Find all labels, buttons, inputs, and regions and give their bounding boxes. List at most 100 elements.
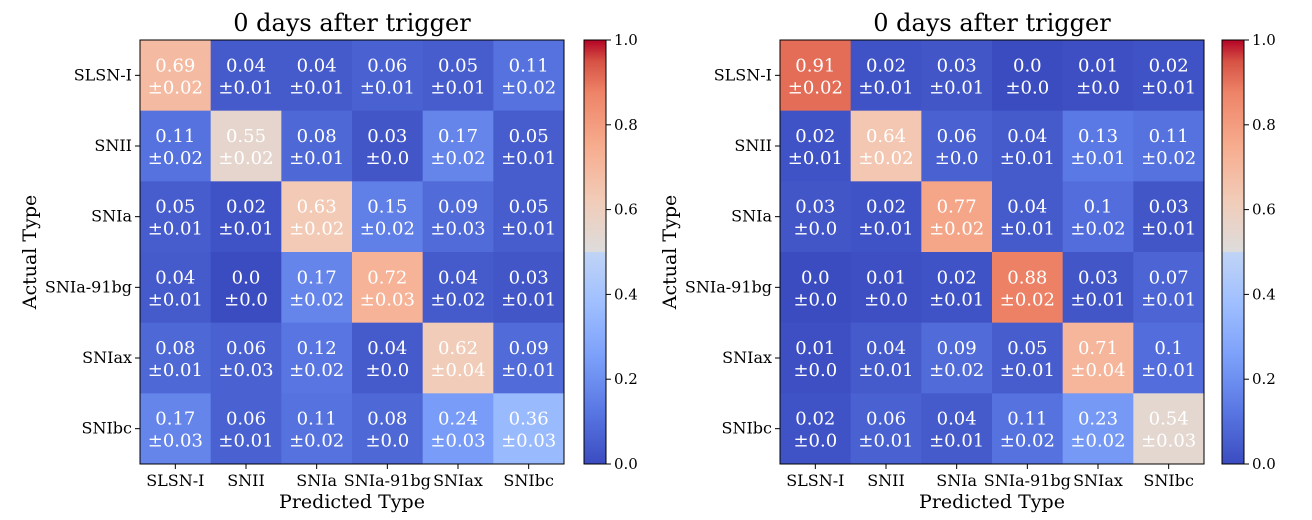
cell-value-label: 0.04 [155, 267, 195, 288]
x-tick-label: SNIax [1073, 471, 1123, 490]
cell-error-label: ±0.02 [218, 148, 273, 169]
cell-error-label: ±0.01 [148, 360, 203, 381]
y-tick-label: SNIa-91bg [685, 277, 772, 296]
cell-error-label: ±0.0 [365, 148, 409, 169]
heatmap-cell [422, 393, 494, 465]
heatmap-cell [780, 181, 852, 253]
heatmap-cell [850, 40, 922, 112]
heatmap-cell [352, 110, 424, 182]
cell-value-label: 0.04 [226, 55, 266, 76]
cell-error-label: ±0.01 [1000, 360, 1055, 381]
cell-value-label: 0.08 [297, 126, 337, 147]
cell-error-label: ±0.02 [289, 289, 344, 310]
cell-error-label: ±0.02 [929, 360, 984, 381]
cell-error-label: ±0.01 [858, 77, 913, 98]
heatmap-cell [140, 110, 212, 182]
colorbar: 0.0 0.2 0.4 0.6 0.8 1.0 [583, 31, 638, 473]
cell-value-label: 0.09 [509, 338, 549, 359]
cell-value-label: 0.11 [509, 55, 549, 76]
heatmap-cell [210, 393, 282, 465]
heatmap-cell [1133, 110, 1205, 182]
cell-value-label: 0.36 [509, 409, 549, 430]
cell-value-label: 0.55 [226, 126, 266, 147]
cell-error-label: ±0.01 [858, 431, 913, 452]
cell-error-label: ±0.0 [224, 289, 268, 310]
heatmap-cell [1133, 322, 1205, 394]
cell-error-label: ±0.03 [1141, 431, 1196, 452]
cell-value-label: 0.11 [1007, 409, 1047, 430]
cell-error-label: ±0.01 [501, 289, 556, 310]
cell-value-label: 0.24 [438, 409, 478, 430]
heatmap-cell [493, 110, 565, 182]
heatmap-cell [992, 181, 1064, 253]
x-tick-label: SNII [227, 471, 265, 490]
heatmap-cell [780, 110, 852, 182]
colorbar-tick-label: 1.0 [1252, 31, 1276, 49]
cell-value-label: 0.02 [866, 197, 906, 218]
y-tick-label: SNIax [722, 348, 772, 367]
heatmap-cell [992, 322, 1064, 394]
cell-value-label: 0.04 [937, 409, 977, 430]
cell-value-label: 0.08 [367, 409, 407, 430]
colorbar-gradient [583, 39, 607, 465]
cell-value-label: 0.05 [1007, 338, 1047, 359]
colorbar-tick-label: 0.6 [614, 201, 638, 219]
heatmap-panel-1: 0 days after trigger0.69±0.020.04±0.010.… [19, 9, 638, 513]
cell-error-label: ±0.0 [365, 431, 409, 452]
cell-error-label: ±0.02 [148, 77, 203, 98]
heatmap-cell [992, 110, 1064, 182]
cell-error-label: ±0.02 [148, 148, 203, 169]
cell-error-label: ±0.01 [501, 219, 556, 240]
cell-error-label: ±0.0 [793, 360, 837, 381]
colorbar-tick-label: 0.6 [1252, 201, 1276, 219]
cell-value-label: 0.05 [438, 55, 478, 76]
cell-value-label: 0.15 [367, 197, 407, 218]
colorbar-tick-label: 1.0 [614, 31, 638, 49]
cell-value-label: 0.23 [1078, 409, 1118, 430]
heatmap-cell [210, 110, 282, 182]
cell-value-label: 0.01 [866, 267, 906, 288]
heatmap-cell [1062, 110, 1134, 182]
heatmap-cell [281, 40, 353, 112]
heatmap-cell [352, 181, 424, 253]
heatmap-cell [992, 393, 1064, 465]
cell-value-label: 0.03 [1078, 267, 1118, 288]
cell-value-label: 0.06 [226, 338, 266, 359]
heatmap-cell [1062, 181, 1134, 253]
cell-value-label: 0.02 [226, 197, 266, 218]
cell-error-label: ±0.03 [360, 289, 415, 310]
x-tick-label: SLSN-I [146, 471, 204, 490]
cell-value-label: 0.77 [937, 197, 977, 218]
cell-value-label: 0.17 [297, 267, 337, 288]
cell-error-label: ±0.02 [501, 77, 556, 98]
heatmap-cell [850, 252, 922, 324]
cell-value-label: 0.63 [297, 197, 337, 218]
cell-error-label: ±0.04 [430, 360, 485, 381]
cell-error-label: ±0.01 [148, 219, 203, 240]
y-tick-label: SNIa [731, 207, 772, 226]
heatmap-panel-2: 0 days after trigger0.91±0.020.02±0.010.… [659, 9, 1276, 513]
cell-error-label: ±0.01 [148, 289, 203, 310]
cell-value-label: 0.04 [866, 338, 906, 359]
heatmap-cell [1062, 322, 1134, 394]
cell-error-label: ±0.01 [360, 77, 415, 98]
cell-error-label: ±0.03 [218, 360, 273, 381]
cell-error-label: ±0.01 [501, 360, 556, 381]
cell-error-label: ±0.01 [929, 289, 984, 310]
cell-error-label: ±0.03 [430, 431, 485, 452]
cell-error-label: ±0.01 [218, 219, 273, 240]
cell-error-label: ±0.01 [1141, 360, 1196, 381]
heatmap-cell [140, 252, 212, 324]
cell-value-label: 0.02 [795, 126, 835, 147]
heatmap-cell [780, 393, 852, 465]
x-tick-label: SNII [867, 471, 905, 490]
cell-error-label: ±0.01 [1141, 289, 1196, 310]
cell-error-label: ±0.01 [1000, 219, 1055, 240]
heatmap-cell [281, 252, 353, 324]
heatmap-cell [921, 181, 993, 253]
cell-value-label: 0.06 [866, 409, 906, 430]
cell-error-label: ±0.02 [1070, 219, 1125, 240]
cell-value-label: 0.09 [937, 338, 977, 359]
heatmap-cell [352, 40, 424, 112]
